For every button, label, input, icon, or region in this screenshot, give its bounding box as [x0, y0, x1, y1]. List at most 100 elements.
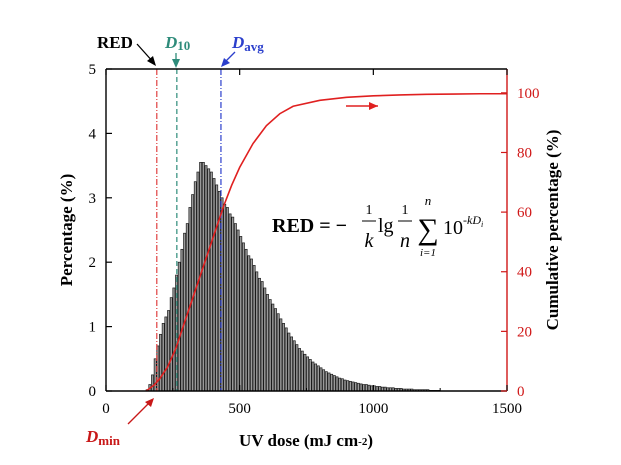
- histogram-bar: [212, 178, 216, 392]
- histogram-bar: [346, 380, 350, 392]
- histogram-bar: [316, 365, 320, 392]
- histogram-bar: [306, 356, 310, 392]
- formula-frac2-num: 1: [402, 203, 409, 218]
- histogram-bar: [271, 303, 275, 392]
- y-tick-label: 2: [89, 255, 97, 271]
- y-axis-label: Percentage (%): [57, 174, 76, 287]
- formula-base: 10-kDi: [443, 213, 483, 239]
- histogram-bar: [177, 261, 181, 392]
- histogram-bar: [356, 382, 360, 392]
- histogram-bar: [308, 359, 312, 392]
- x-ticks: 0 500 1000 1500: [102, 69, 522, 417]
- histogram-bar: [292, 340, 296, 392]
- histogram-bar: [161, 323, 165, 392]
- histogram-bar: [351, 381, 355, 392]
- y2-tick-label: 80: [517, 145, 532, 161]
- histogram-bar: [209, 171, 213, 392]
- x-tick-label: 1500: [492, 401, 522, 417]
- x-tick-label: 0: [102, 401, 110, 417]
- histogram-bar: [327, 372, 331, 392]
- red-pointer-head: [147, 56, 156, 66]
- davg-pointer-head: [221, 58, 230, 67]
- formula-sum-sign: ∑: [417, 213, 438, 246]
- histogram-bar: [215, 184, 219, 392]
- histogram-bar: [247, 255, 251, 392]
- histogram-bar: [239, 236, 243, 392]
- histogram-bar: [167, 310, 171, 392]
- y-tick-label: 4: [89, 126, 97, 142]
- histogram-bar: [207, 168, 211, 392]
- histogram-bar: [151, 374, 154, 392]
- histogram-bar: [159, 333, 162, 392]
- d10-label: D10: [164, 33, 190, 53]
- histogram-bar: [311, 361, 315, 392]
- histogram-bar: [204, 165, 208, 392]
- d10-pointer-head: [172, 59, 180, 68]
- histogram-bar: [188, 207, 192, 392]
- histogram-bar: [233, 223, 237, 392]
- histogram-bar: [180, 248, 184, 392]
- histogram-bar: [348, 380, 352, 392]
- histogram-bar: [225, 207, 229, 392]
- histogram-bar: [258, 277, 261, 392]
- histogram-bar: [231, 216, 235, 392]
- histogram-bar: [335, 376, 339, 392]
- histogram-bars: [145, 162, 441, 392]
- histogram-bar: [183, 232, 187, 392]
- histogram-bar: [367, 384, 371, 392]
- dmin-pointer-head: [145, 398, 154, 407]
- histogram-bar: [332, 375, 336, 392]
- histogram-bar: [300, 350, 304, 392]
- formula-frac1-num: 1: [366, 203, 373, 218]
- curve-axis-arrow: [346, 102, 378, 110]
- y2-tick-label: 40: [517, 265, 532, 281]
- y2-tick-label: 20: [517, 324, 532, 340]
- histogram-bar: [314, 363, 318, 392]
- histogram-bar: [290, 336, 293, 392]
- y2-tick-label: 100: [517, 86, 540, 102]
- histogram-bar: [370, 385, 374, 392]
- histogram-bar: [228, 213, 232, 392]
- y-ticks: 0 1 2 3 4 5: [89, 62, 112, 400]
- histogram-bar: [343, 379, 347, 392]
- y2-ticks: 0 20 40 60 80 100: [501, 86, 540, 400]
- marker-lines: [156, 69, 222, 391]
- histogram-bar: [201, 162, 205, 392]
- davg-label: Davg: [231, 33, 264, 54]
- histogram-bar: [322, 369, 326, 392]
- y2-tick-label: 60: [517, 205, 532, 221]
- histogram-bar: [298, 348, 302, 392]
- formula-frac2-den: n: [400, 230, 410, 252]
- formula-lhs: RED = −: [272, 215, 347, 237]
- histogram-bar: [303, 353, 307, 392]
- y-tick-label: 1: [89, 320, 97, 336]
- histogram-bar: [354, 382, 358, 392]
- cumulative-curve: [145, 92, 507, 392]
- histogram-bar: [362, 384, 366, 392]
- histogram-bar: [319, 367, 323, 392]
- histogram-bar: [241, 242, 245, 392]
- dmin-label: Dmin: [85, 427, 121, 448]
- histogram-bar: [284, 327, 288, 392]
- y2-axis-label: Cumulative percentage (%): [543, 130, 562, 331]
- x-axis-label: UV dose (mJ cm-2): [239, 431, 373, 450]
- histogram-bar: [260, 281, 264, 392]
- formula-sum-top: n: [425, 193, 432, 208]
- histogram-bar: [338, 377, 342, 392]
- histogram-bar: [255, 271, 259, 392]
- histogram-bar: [185, 223, 189, 392]
- formula-frac1-den: k: [365, 230, 375, 252]
- histogram-bar: [244, 248, 248, 392]
- histogram-bar: [364, 384, 368, 392]
- dmin-pointer: [127, 401, 151, 425]
- x-tick-label: 500: [228, 401, 251, 417]
- histogram-bar: [274, 308, 277, 392]
- histogram-bar: [279, 318, 283, 392]
- histogram-bar: [282, 323, 285, 392]
- formula-sum-bottom: i=1: [420, 247, 436, 259]
- histogram-bar: [340, 378, 344, 392]
- histogram-bar: [276, 313, 280, 392]
- histogram-bar: [252, 265, 256, 392]
- y-tick-label: 0: [89, 384, 97, 400]
